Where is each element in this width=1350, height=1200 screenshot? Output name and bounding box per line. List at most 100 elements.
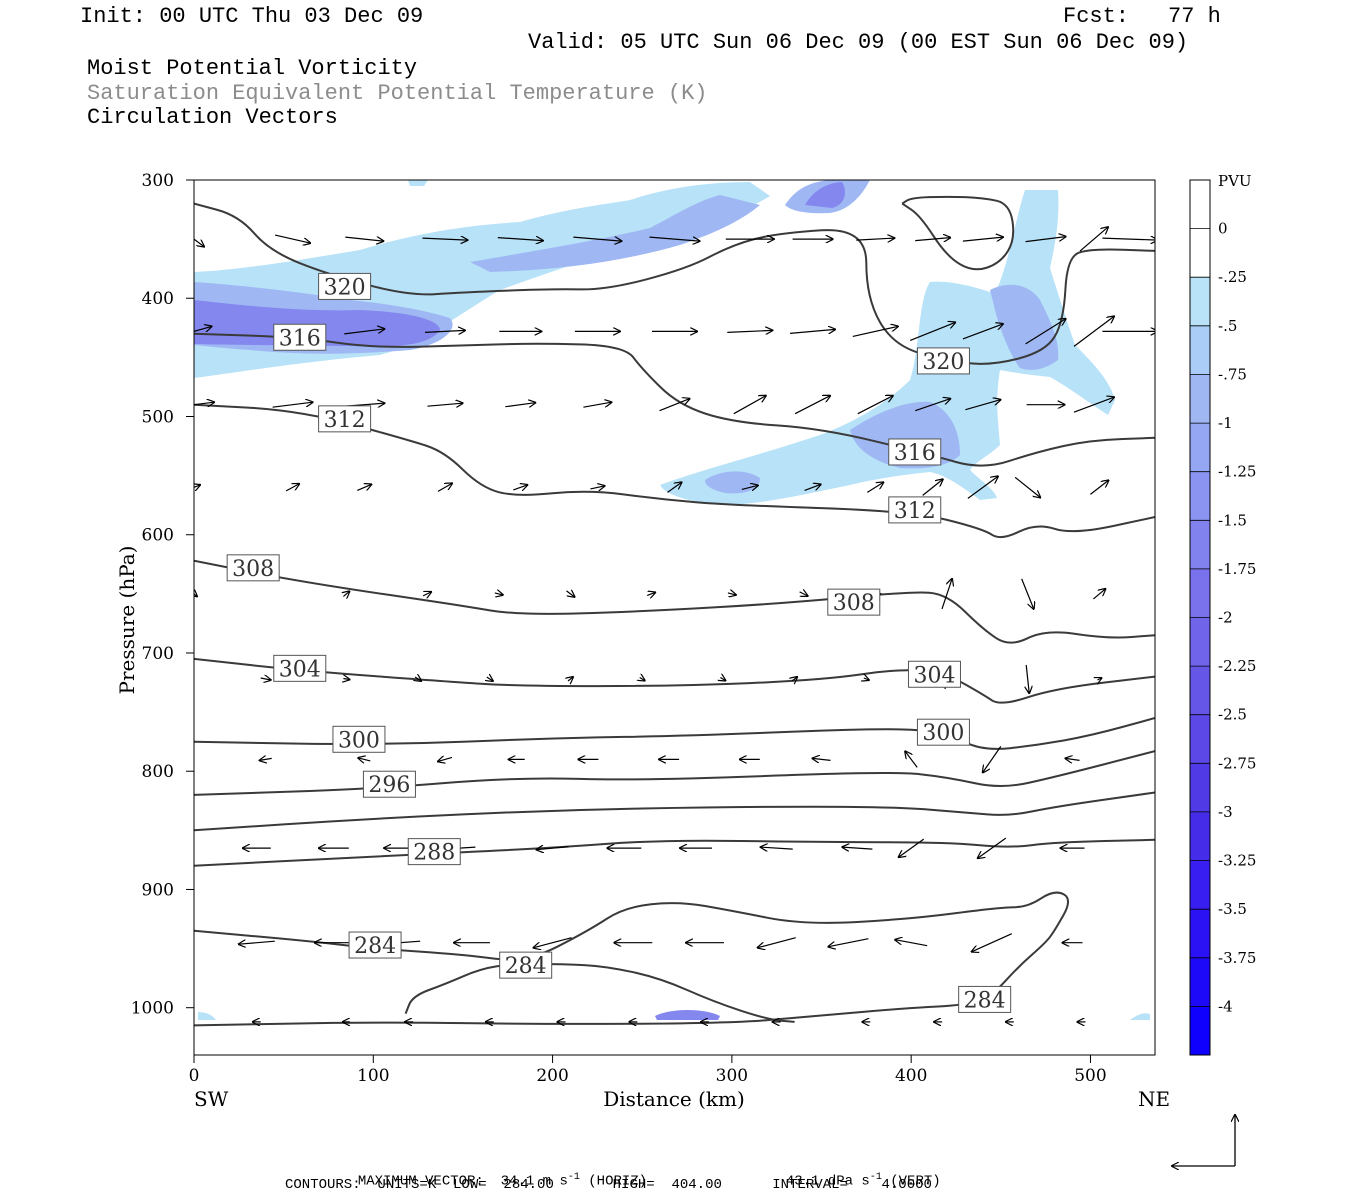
circulation-vector [813, 758, 831, 760]
max-vector-vert-text: 43.1 dPa s [785, 1173, 870, 1190]
pv-shade-surface-left [198, 1012, 216, 1020]
circulation-vector [1026, 664, 1029, 693]
contour-label: 284 [505, 954, 547, 979]
contour-label: 284 [354, 934, 396, 959]
valid-time: Valid: 05 UTC Sun 06 Dec 09 (00 EST Sun … [528, 30, 1189, 55]
circulation-vector [1021, 578, 1034, 609]
field-title-thetae: Saturation Equivalent Potential Temperat… [87, 81, 708, 106]
forecast-label: Fcst: [1063, 4, 1130, 29]
x-tick-label: 400 [895, 1066, 927, 1086]
circulation-vector [1025, 319, 1066, 345]
circulation-vector [427, 403, 463, 406]
circulation-vector [828, 938, 869, 947]
contour-label: 316 [279, 326, 321, 351]
circulation-vector [494, 593, 503, 595]
theta-e-contours [194, 195, 1155, 1027]
circulation-vectors [194, 227, 1155, 1022]
contour-label: 304 [913, 663, 955, 688]
circulation-vector [344, 329, 384, 335]
colorbar-swatch [1190, 228, 1210, 278]
circulation-vector [899, 838, 925, 857]
max-vector-horiz-tag: (HORIZ) [579, 1173, 648, 1190]
circulation-vector [1073, 397, 1114, 413]
circulation-vector [1073, 316, 1114, 347]
x-tick-label: 200 [536, 1066, 568, 1086]
circulation-vector [941, 579, 952, 610]
contour-label: 300 [922, 721, 964, 746]
circulation-vector [194, 402, 214, 407]
contour-label-box [332, 725, 386, 753]
contour-label-box [273, 654, 327, 682]
contour-label: 320 [324, 275, 366, 300]
circulation-vector [895, 940, 928, 947]
circulation-vector [866, 482, 883, 493]
contour-label-box [916, 718, 970, 746]
circulation-vector [804, 484, 821, 491]
pv-shade-surface-right [1130, 1013, 1150, 1020]
circulation-vector [967, 476, 998, 499]
max-vector-info: MAXIMUM VECTOR: 34.1 m s-1 (HORIZ) [341, 1159, 647, 1189]
circulation-vector [437, 483, 452, 492]
circulation-vector [646, 592, 655, 595]
pv-shade-top-patch-dark [805, 182, 845, 208]
circulation-vector [583, 402, 611, 408]
circulation-vector [905, 751, 918, 768]
contour-label-box [888, 438, 942, 466]
field-title-vectors: Circulation Vectors [87, 105, 338, 130]
circulation-vector [343, 679, 349, 680]
circulation-vector [978, 837, 1007, 858]
circulation-vector [983, 746, 1002, 772]
y-tick-label: 700 [142, 644, 174, 664]
colorbar-swatch [1190, 763, 1210, 813]
circulation-vector [194, 326, 212, 336]
colorbar-swatch [1190, 423, 1210, 473]
circulation-vector [415, 677, 421, 681]
circulation-vector [285, 484, 299, 492]
circulation-vector [1102, 238, 1155, 240]
contour-288 [194, 838, 1155, 867]
circulation-vector [1066, 758, 1080, 760]
circulation-vector [357, 484, 371, 491]
colorbar-label: -1.75 [1218, 560, 1256, 578]
contour-316 [194, 332, 1155, 467]
contour-label: 296 [368, 773, 410, 798]
circulation-vector [274, 234, 310, 243]
colorbar-label: -.25 [1218, 268, 1247, 286]
contour-label: 312 [894, 499, 936, 524]
circulation-vector [590, 486, 604, 489]
y-tick-label: 900 [142, 880, 174, 900]
forecast-hour: 77 h [1168, 4, 1221, 29]
colorbar-swatch [1190, 666, 1210, 716]
circulation-vector [345, 237, 383, 241]
colorbar-swatch [1190, 811, 1210, 861]
circulation-vector [424, 330, 465, 332]
contour-292 [194, 791, 1155, 832]
pv-shade-top-small [408, 180, 428, 186]
contour-label-box [916, 347, 970, 375]
contour-labels: 320 316 312 320 316 312 308 308 304 304 300 300 296 2… [226, 272, 1012, 1013]
circulation-vector [909, 322, 955, 341]
max-vector-vert-tag: (VERT) [881, 1173, 941, 1190]
contour-308 [194, 559, 1155, 644]
colorbar-swatch [1190, 180, 1210, 230]
contour-label-box [362, 770, 416, 798]
colorbar-label: -3.25 [1218, 852, 1256, 870]
contour-label: 300 [338, 728, 380, 753]
colorbar-swatch [1190, 714, 1210, 764]
circulation-vector [343, 591, 349, 596]
x-tick-label: 500 [1074, 1066, 1106, 1086]
circulation-vector [1079, 227, 1108, 252]
colorbar-unit: PVU [1218, 172, 1252, 190]
colorbar-swatch [1190, 957, 1210, 1007]
circulation-vector [856, 238, 894, 240]
pv-shading [194, 180, 1150, 1020]
circulation-vector [962, 237, 1003, 241]
x-axis: 0 100 200 300 400 500 [189, 1055, 1107, 1086]
colorbar-swatch [1190, 277, 1210, 327]
colorbar-label: -.5 [1218, 317, 1237, 335]
max-vector-horiz-text: MAXIMUM VECTOR: 34.1 m s [357, 1173, 568, 1190]
max-vector-vert-info: 43.1 dPa s-1 (VERT) [769, 1159, 941, 1189]
y-tick-label: 400 [142, 289, 174, 309]
max-vector-horiz-exp: -1 [567, 1172, 580, 1183]
colorbar-label: -3.5 [1218, 900, 1247, 918]
